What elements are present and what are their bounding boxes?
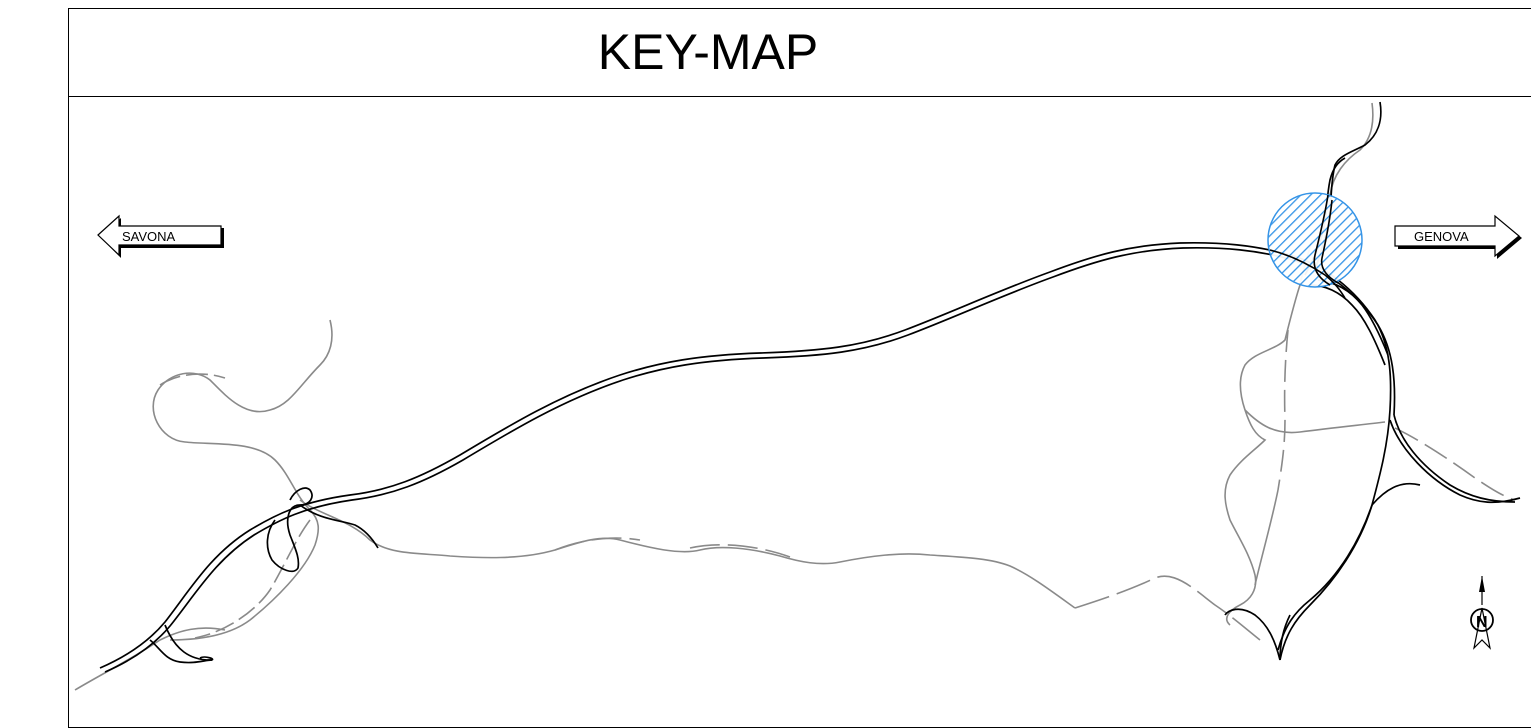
main-motorway [99, 101, 1521, 673]
east-cross-road-dashed [1394, 427, 1516, 501]
coastal-road [299, 499, 1076, 609]
title-band: KEY-MAP [68, 8, 1531, 97]
highlight-roads [1269, 194, 1346, 299]
savona-direction-arrow: SAVONA [97, 214, 224, 258]
highlight-area [1267, 192, 1363, 288]
map-title: KEY-MAP [597, 24, 819, 80]
lower-left-coast [74, 627, 226, 691]
genova-arrow-icon [1394, 214, 1520, 258]
north-arrow-icon: N [1470, 576, 1494, 650]
east-valley-road-inner [1254, 489, 1279, 586]
west-loop-road [152, 319, 333, 641]
west-junction-southloop-b [149, 639, 213, 664]
north-label: N [1476, 614, 1488, 631]
east-interchange-loop-b [1389, 419, 1521, 504]
east-valley-road [1224, 284, 1301, 626]
savona-arrow-icon [97, 214, 222, 257]
savona-label: SAVONA [122, 229, 176, 244]
south-east-ramp [1277, 504, 1373, 651]
genova-direction-arrow: GENOVA [1394, 214, 1522, 259]
coastal-road-east [1074, 575, 1261, 641]
east-interchange-loop [1393, 414, 1516, 503]
west-junction-ramp [266, 487, 313, 573]
east-valley-road-dashed [1277, 329, 1289, 491]
east-interchange-south [1224, 482, 1421, 661]
east-cross-road [1244, 409, 1386, 434]
west-loop-road-dash [159, 373, 226, 386]
motorway-carriageway-north [99, 241, 1392, 669]
motorway-carriageway-south [104, 246, 1396, 673]
key-map-drawing: SAVONA GENOVA N [74, 101, 1522, 691]
secondary-roads [74, 102, 1516, 691]
coastal-road-dashed [554, 537, 791, 558]
west-junction-link [299, 504, 379, 549]
genova-label: GENOVA [1414, 229, 1469, 244]
